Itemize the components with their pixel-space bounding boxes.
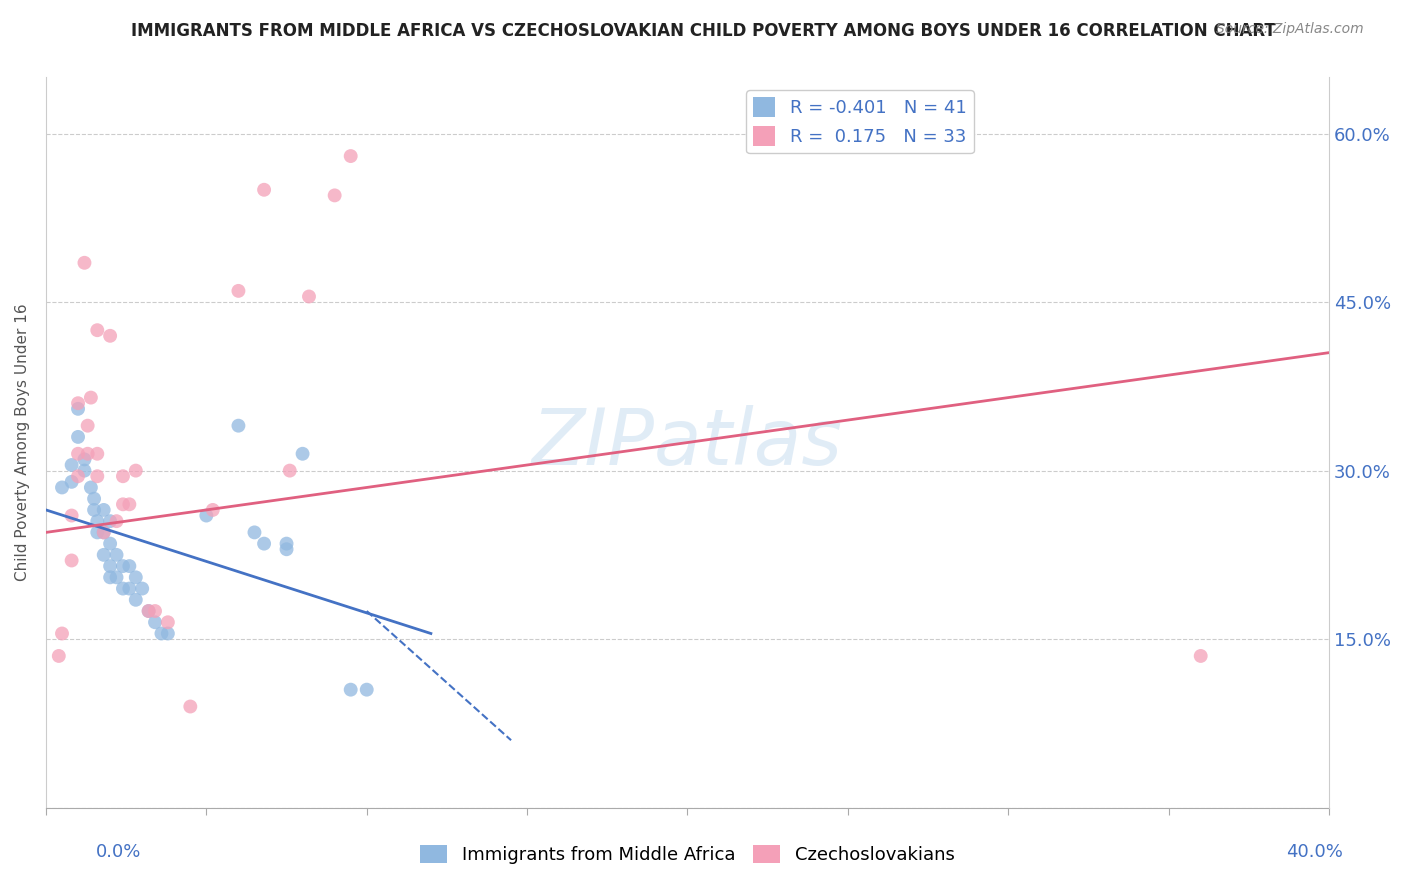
Y-axis label: Child Poverty Among Boys Under 16: Child Poverty Among Boys Under 16 (15, 303, 30, 582)
Point (125, 464, 148, 478)
Point (73, 256, 96, 270)
Text: 0.0%: 0.0% (96, 843, 141, 861)
Point (201, 503, 224, 517)
Legend: R = -0.401   N = 41, R =  0.175   N = 33: R = -0.401 N = 41, R = 0.175 N = 33 (747, 90, 973, 153)
Point (80, 391, 103, 405)
Point (125, 570, 148, 584)
Point (179, 699, 201, 714)
Point (111, 497, 134, 511)
Point (339, 682, 361, 697)
Point (253, 536, 276, 550)
Point (243, 525, 266, 540)
Point (228, 418, 250, 433)
Point (83, 503, 105, 517)
Point (291, 447, 314, 461)
Point (195, 508, 218, 523)
Point (86, 447, 108, 461)
Point (143, 604, 166, 618)
Point (51, 480, 73, 494)
Point (105, 514, 128, 528)
Point (73, 452, 96, 467)
Point (93, 548, 115, 562)
Point (67, 447, 90, 461)
Point (298, 289, 321, 303)
Point (48, 648, 70, 663)
Point (111, 582, 134, 596)
Point (118, 559, 141, 574)
Point (51, 626, 73, 640)
Point (323, 188, 346, 202)
Point (86, 323, 108, 337)
Point (98, 514, 121, 528)
Point (138, 604, 160, 618)
Point (93, 503, 115, 517)
Point (60, 508, 83, 523)
Point (76, 418, 98, 433)
Point (118, 582, 141, 596)
Point (86, 514, 108, 528)
Point (339, 149, 361, 163)
Text: ZIPatlas: ZIPatlas (531, 405, 844, 481)
Point (98, 536, 121, 550)
Point (67, 401, 90, 416)
Point (98, 328, 121, 343)
Point (356, 682, 378, 697)
Point (156, 626, 179, 640)
Point (105, 570, 128, 584)
Point (98, 559, 121, 574)
Point (98, 570, 121, 584)
Point (138, 604, 160, 618)
Point (105, 548, 128, 562)
Point (86, 469, 108, 483)
Point (253, 183, 276, 197)
Point (156, 615, 179, 630)
Point (276, 536, 298, 550)
Text: 40.0%: 40.0% (1286, 843, 1343, 861)
Point (60, 475, 83, 489)
Point (228, 284, 250, 298)
Point (73, 464, 96, 478)
Point (125, 592, 148, 607)
Point (278, 464, 301, 478)
Point (118, 497, 141, 511)
Point (111, 559, 134, 574)
Point (276, 542, 298, 557)
Text: Source: ZipAtlas.com: Source: ZipAtlas.com (1216, 22, 1364, 37)
Point (86, 525, 108, 540)
Point (93, 525, 115, 540)
Point (1189, 648, 1212, 663)
Point (67, 396, 90, 410)
Point (93, 525, 115, 540)
Point (111, 469, 134, 483)
Point (150, 626, 173, 640)
Point (131, 582, 153, 596)
Point (60, 553, 83, 567)
Point (80, 480, 103, 494)
Point (60, 458, 83, 472)
Point (143, 615, 166, 630)
Point (67, 469, 90, 483)
Point (67, 430, 90, 444)
Point (76, 447, 98, 461)
Text: IMMIGRANTS FROM MIDDLE AFRICA VS CZECHOSLOVAKIAN CHILD POVERTY AMONG BOYS UNDER : IMMIGRANTS FROM MIDDLE AFRICA VS CZECHOS… (131, 22, 1275, 40)
Point (83, 491, 105, 506)
